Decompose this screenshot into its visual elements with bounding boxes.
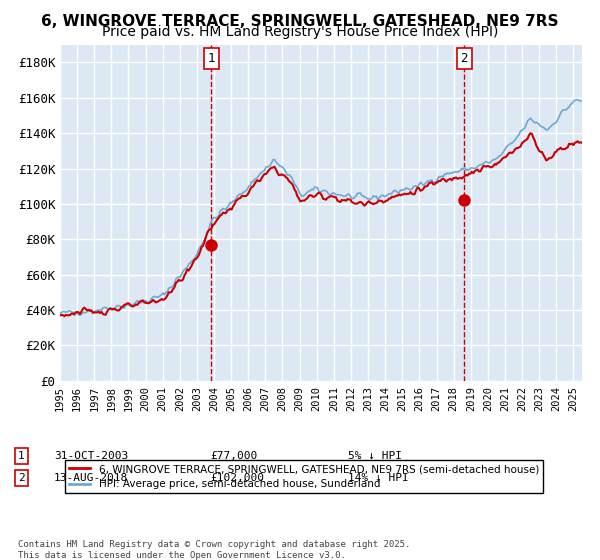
Text: 2: 2 [461, 52, 468, 65]
Text: Contains HM Land Registry data © Crown copyright and database right 2025.
This d: Contains HM Land Registry data © Crown c… [18, 540, 410, 560]
Text: 5% ↓ HPI: 5% ↓ HPI [348, 451, 402, 461]
Legend: 6, WINGROVE TERRACE, SPRINGWELL, GATESHEAD, NE9 7RS (semi-detached house), HPI: : 6, WINGROVE TERRACE, SPRINGWELL, GATESHE… [65, 460, 543, 493]
Text: 31-OCT-2003: 31-OCT-2003 [54, 451, 128, 461]
Text: 1: 1 [18, 451, 25, 461]
Text: 13-AUG-2018: 13-AUG-2018 [54, 473, 128, 483]
Text: 1: 1 [208, 52, 215, 65]
Text: £77,000: £77,000 [210, 451, 257, 461]
Text: 6, WINGROVE TERRACE, SPRINGWELL, GATESHEAD, NE9 7RS: 6, WINGROVE TERRACE, SPRINGWELL, GATESHE… [41, 14, 559, 29]
Text: £102,000: £102,000 [210, 473, 264, 483]
Text: 2: 2 [18, 473, 25, 483]
Text: Price paid vs. HM Land Registry's House Price Index (HPI): Price paid vs. HM Land Registry's House … [102, 25, 498, 39]
Text: 14% ↓ HPI: 14% ↓ HPI [348, 473, 409, 483]
